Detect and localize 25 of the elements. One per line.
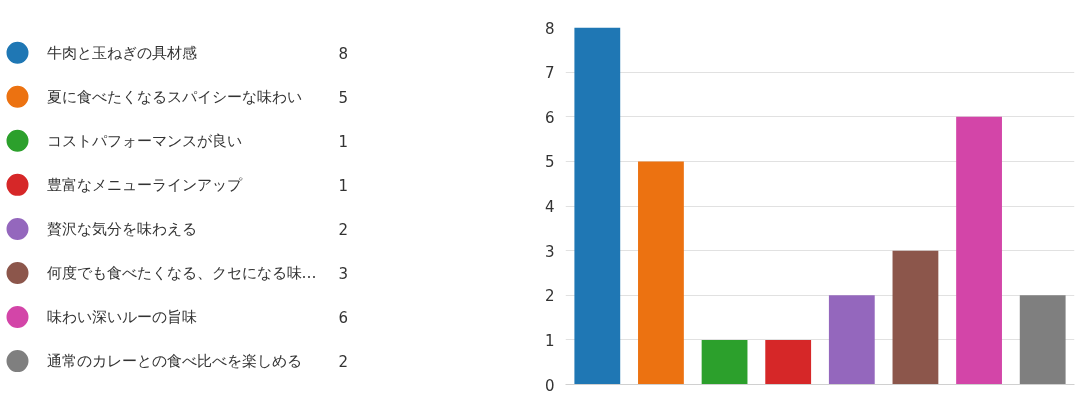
- y-tick-label: 6: [544, 108, 555, 127]
- y-tick-label: 0: [544, 376, 555, 395]
- text: 2: [338, 220, 349, 239]
- legend-label: 夏に食べたくなるスパイシーな味わい: [46, 87, 302, 106]
- legend-label: 通常のカレーとの食べ比べを楽しめる: [46, 352, 302, 371]
- text: 1: [338, 176, 349, 195]
- text: 5: [338, 88, 349, 107]
- y-tick-label: 7: [544, 64, 555, 83]
- y-tick-label: 1: [544, 331, 555, 350]
- text: 8: [338, 44, 349, 63]
- legend-label: コストパフォーマンスが良い: [46, 131, 242, 150]
- y-tick-label: 8: [544, 19, 555, 38]
- y-tick-label: 4: [544, 198, 555, 216]
- text: 6: [338, 309, 349, 328]
- text: 1: [338, 132, 349, 151]
- text: 3: [338, 264, 349, 283]
- legend-label: 何度でも食べたくなる、クセになる味…: [46, 263, 317, 282]
- legend-label: 牛肉と玉ねぎの具材感: [46, 43, 197, 62]
- y-tick-label: 5: [544, 153, 555, 172]
- legend-label: 豊富なメニューラインアップ: [46, 175, 243, 194]
- y-tick-label: 2: [544, 287, 555, 306]
- text: 2: [338, 353, 349, 372]
- legend-label: 味わい深いルーの旨味: [46, 308, 197, 327]
- legend-label: 贅沢な気分を味わえる: [46, 219, 197, 238]
- y-tick-label: 3: [544, 242, 555, 261]
